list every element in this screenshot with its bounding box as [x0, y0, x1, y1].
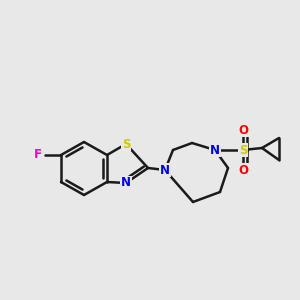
Text: N: N — [121, 176, 131, 190]
Text: O: O — [238, 124, 248, 136]
Text: F: F — [34, 148, 42, 161]
Text: N: N — [210, 143, 220, 157]
Text: S: S — [122, 137, 130, 151]
Text: N: N — [160, 164, 170, 176]
Text: S: S — [239, 143, 247, 157]
Text: O: O — [238, 164, 248, 176]
